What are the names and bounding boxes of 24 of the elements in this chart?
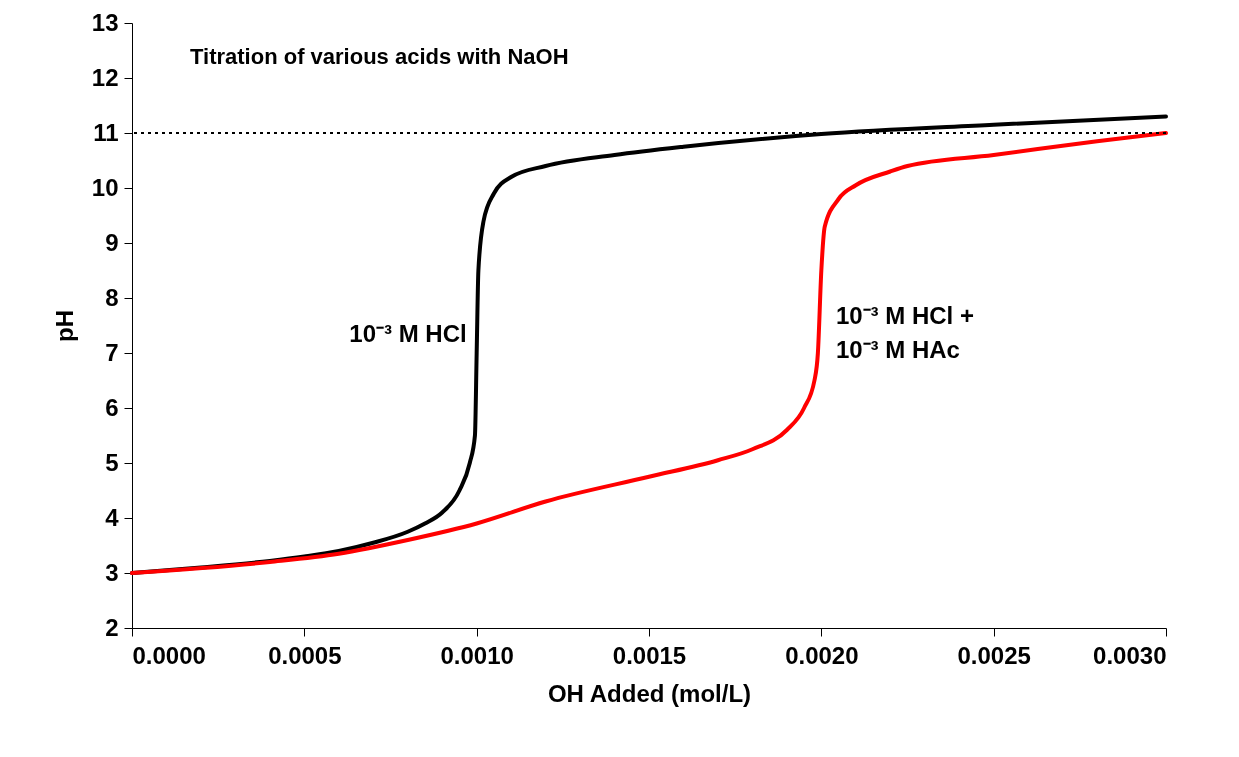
y-tick-label: 13 [91,8,119,36]
y-tick-label: 7 [105,338,119,366]
y-tick-label: 12 [91,63,119,91]
x-tick-label: 0.0030 [1093,641,1167,669]
x-tick-label: 0.0015 [612,641,687,669]
y-tick-label: 8 [105,283,119,311]
y-tick-label: 2 [105,613,119,641]
y-tick-label: 4 [105,503,120,531]
y-tick-label: 9 [105,228,119,256]
x-tick-label: 0.0010 [440,641,514,669]
x-tick-label: 0.0020 [785,641,859,669]
x-axis-title: OH Added (mol/L) [547,679,752,707]
y-axis-title: pH [50,310,78,342]
series-label: 10⁻³ M HCl + 10⁻³ M HAc [835,302,974,363]
x-tick-label: 0.0025 [957,641,1031,669]
y-tick-label: 3 [105,558,119,586]
y-tick-label: 5 [105,448,119,476]
x-tick-label: 0.0005 [268,641,342,669]
y-tick-label: 10 [91,173,119,201]
y-tick-label: 6 [105,393,119,421]
x-tick-label: 0.0000 [132,641,206,669]
text: Titration of various acids with NaOH [190,44,569,69]
series-label: 10⁻³ M HCl [349,320,467,347]
y-tick-label: 11 [93,118,119,146]
